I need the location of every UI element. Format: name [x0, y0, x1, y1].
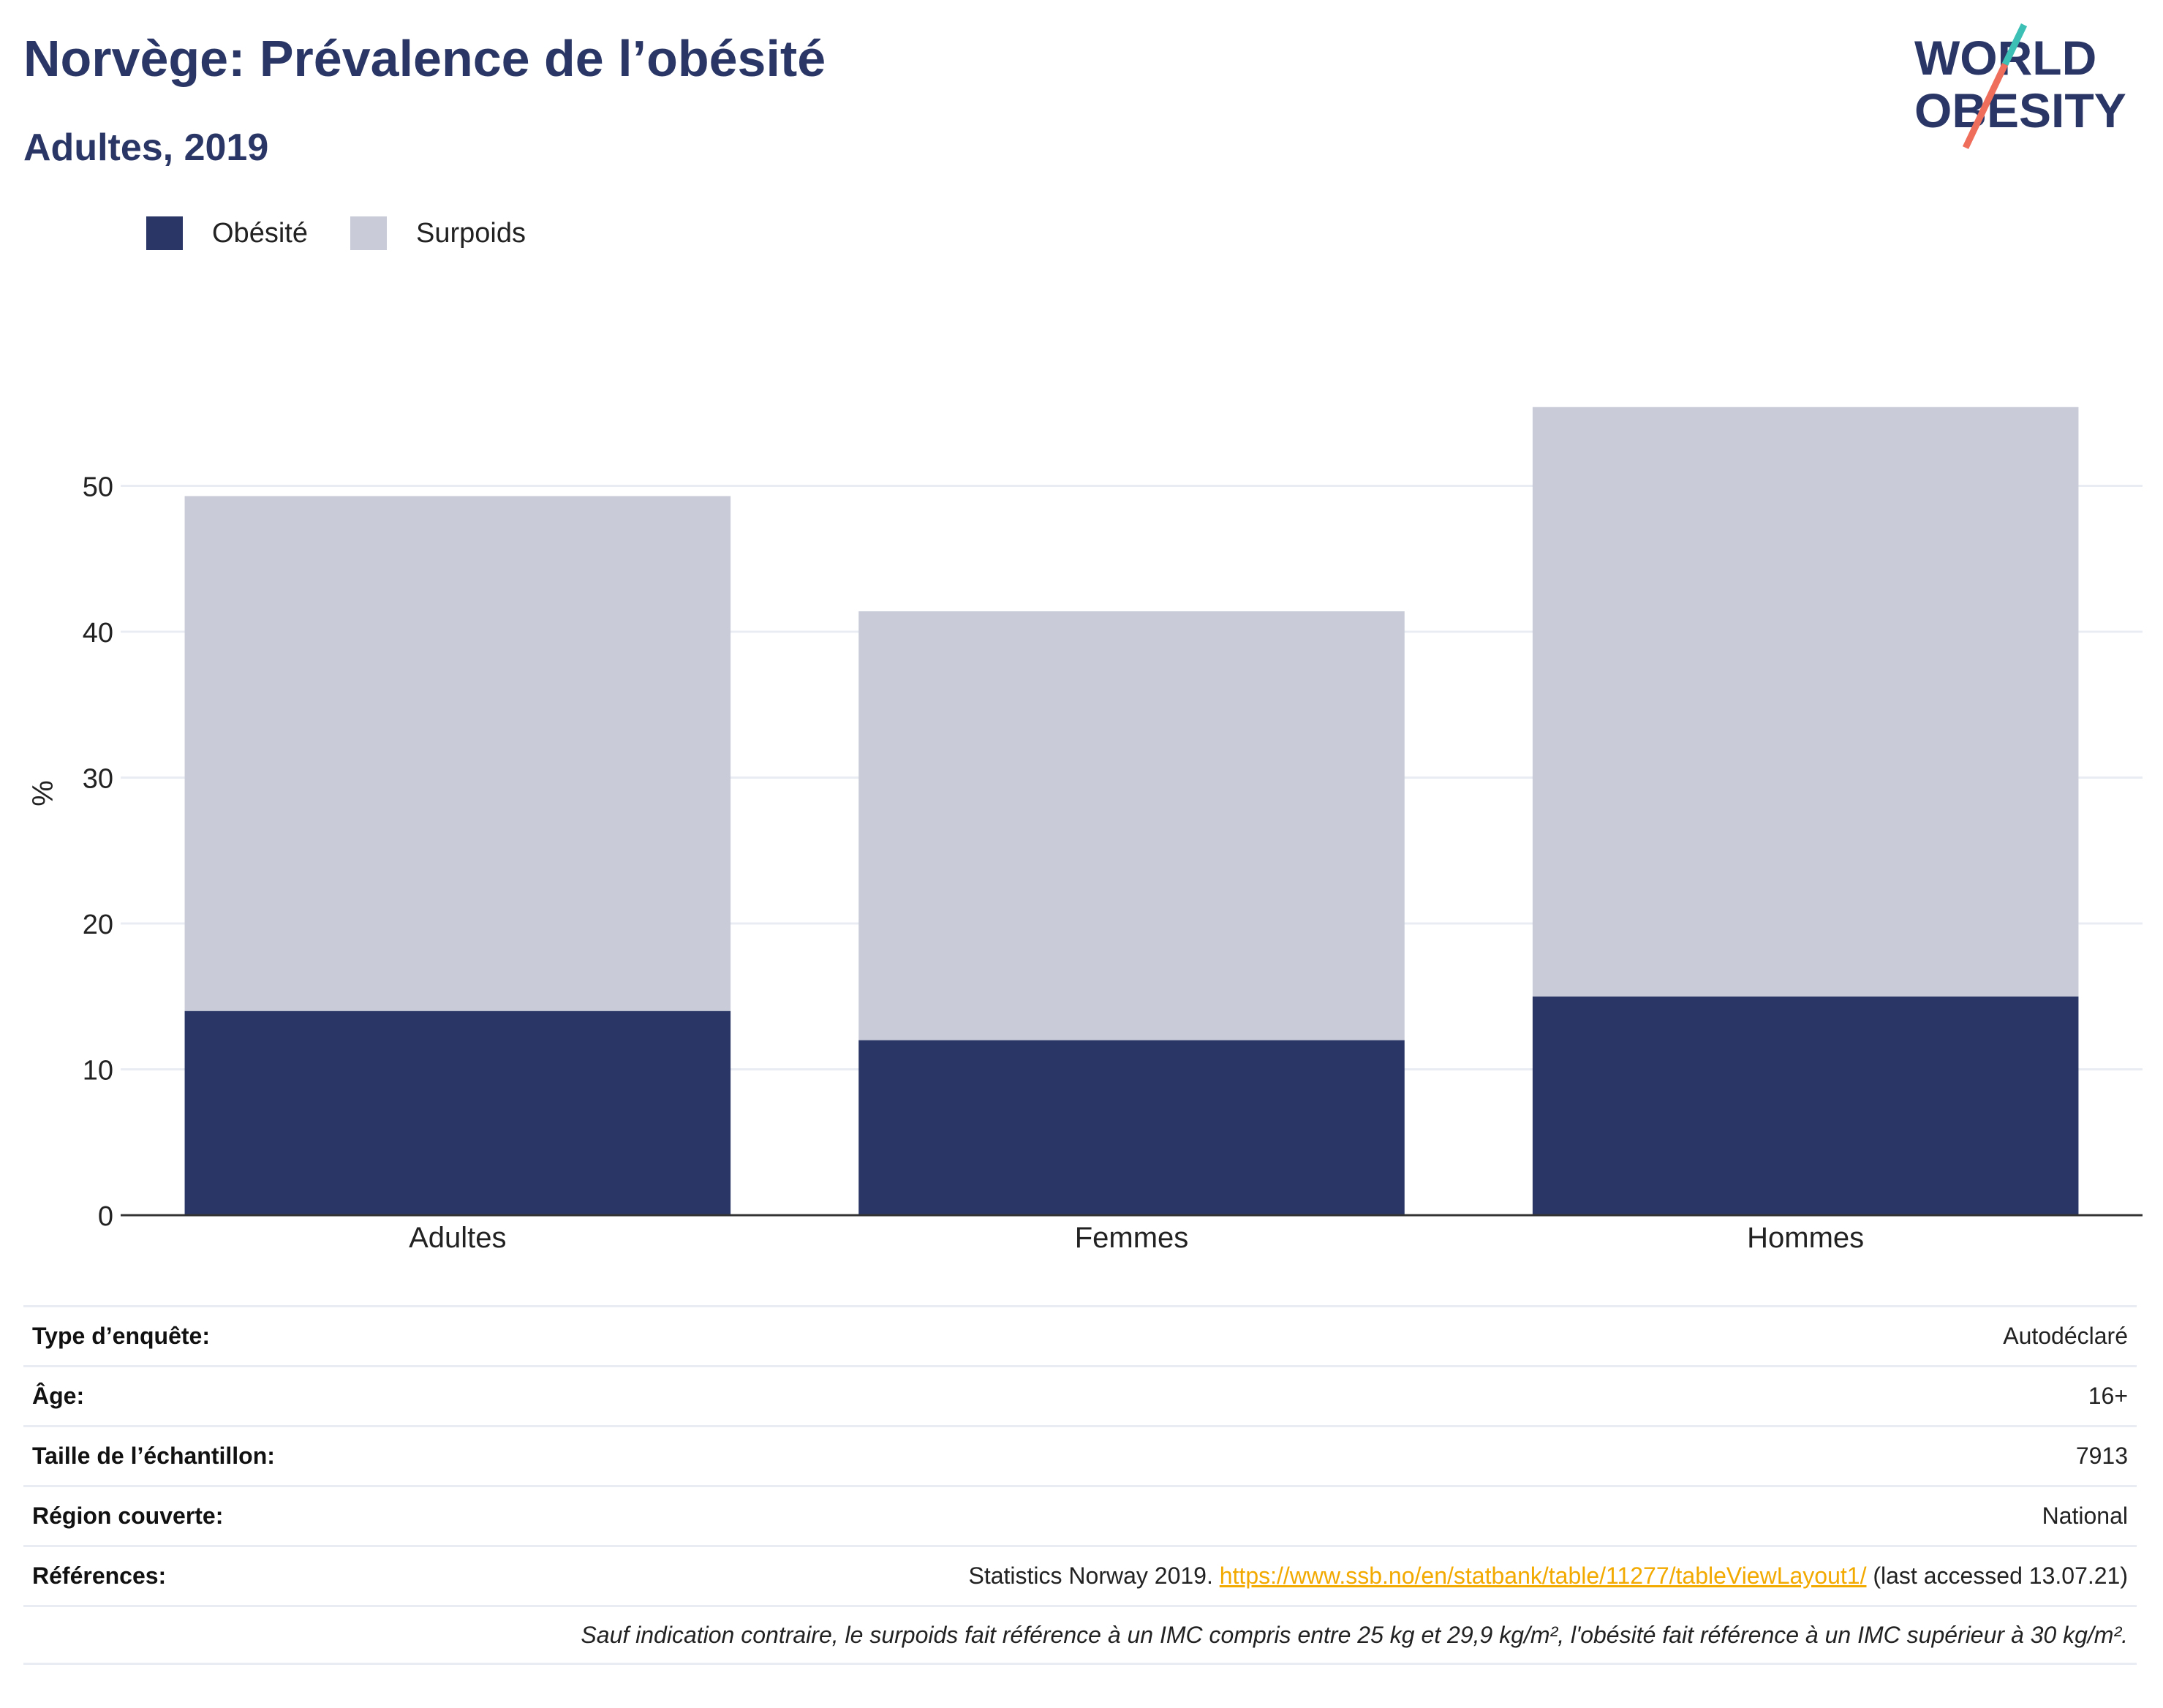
- bar-obesity: [184, 1010, 731, 1215]
- legend-label-overweight: Surpoids: [415, 217, 526, 249]
- y-axis-label: %: [27, 780, 59, 806]
- info-value: 16+: [2088, 1383, 2128, 1409]
- info-row-region: Région couverte: National: [23, 1485, 2137, 1545]
- legend-swatch-overweight: [350, 216, 387, 250]
- info-value: Autodéclaré: [2003, 1323, 2128, 1349]
- survey-info-table: Type d’enquête: Autodéclaré Âge: 16+ Tai…: [23, 1305, 2137, 1665]
- legend-swatch-obesity: [146, 216, 183, 250]
- logo-word-obesity: OBESITY: [1914, 83, 2126, 137]
- info-row-survey-type: Type d’enquête: Autodéclaré: [23, 1305, 2137, 1365]
- legend-label-obesity: Obésité: [212, 217, 308, 249]
- info-label: Âge:: [32, 1383, 85, 1409]
- world-obesity-logo: WORLD OBESITY: [1914, 23, 2126, 149]
- bar-chart: 0 10 20 30 40 50 Adultes Femmes Hommes %: [27, 407, 2143, 1254]
- y-tick-label: 30: [83, 764, 113, 795]
- legend-item-overweight[interactable]: Surpoids: [350, 216, 526, 250]
- bmi-definition-note: Sauf indication contraire, le surpoids f…: [581, 1621, 2128, 1648]
- chart-title: Norvège: Prévalence de l’obésité: [23, 30, 826, 87]
- info-label: Taille de l’échantillon:: [32, 1443, 275, 1469]
- info-row-references: Références: Statistics Norway 2019. http…: [23, 1545, 2137, 1605]
- y-tick-label: 20: [83, 910, 113, 940]
- info-value: National: [2042, 1503, 2128, 1529]
- axes: 0 10 20 30 40 50 Adultes Femmes Hommes: [83, 472, 2143, 1254]
- x-tick-label: Hommes: [1747, 1222, 1864, 1254]
- x-tick-label: Femmes: [1075, 1222, 1189, 1254]
- info-row-sample-size: Taille de l’échantillon: 7913: [23, 1425, 2137, 1485]
- legend-item-obesity[interactable]: Obésité: [146, 216, 308, 250]
- y-tick-label: 10: [83, 1056, 113, 1087]
- bar-overweight: [858, 611, 1405, 1040]
- chart-subtitle: Adultes, 2019: [23, 126, 269, 169]
- info-label: Type d’enquête:: [32, 1323, 210, 1349]
- y-tick-label: 40: [83, 618, 113, 649]
- references-value: Statistics Norway 2019. https://www.ssb.…: [968, 1562, 2128, 1590]
- info-value: 7913: [2075, 1443, 2128, 1469]
- references-link[interactable]: https://www.ssb.no/en/statbank/table/112…: [1219, 1562, 1867, 1589]
- bars: [184, 407, 2079, 1215]
- info-row-age: Âge: 16+: [23, 1365, 2137, 1425]
- references-suffix: (last accessed 13.07.21): [1866, 1562, 2128, 1589]
- logo-slash-top: [2001, 23, 2028, 66]
- bar-obesity: [1532, 996, 2079, 1215]
- info-row-note: Sauf indication contraire, le surpoids f…: [23, 1605, 2137, 1665]
- y-tick-label: 50: [83, 472, 113, 503]
- references-prefix: Statistics Norway 2019.: [968, 1562, 1220, 1589]
- info-label: Références:: [32, 1562, 167, 1589]
- bar-obesity: [858, 1040, 1405, 1215]
- y-tick-label: 0: [98, 1201, 113, 1232]
- chart-legend: Obésité Surpoids: [146, 216, 568, 250]
- bar-overweight: [1532, 407, 2079, 997]
- x-tick-label: Adultes: [409, 1222, 506, 1254]
- bar-overweight: [184, 496, 731, 1011]
- info-label: Région couverte:: [32, 1503, 224, 1529]
- logo-slash-bottom: [1962, 63, 2009, 149]
